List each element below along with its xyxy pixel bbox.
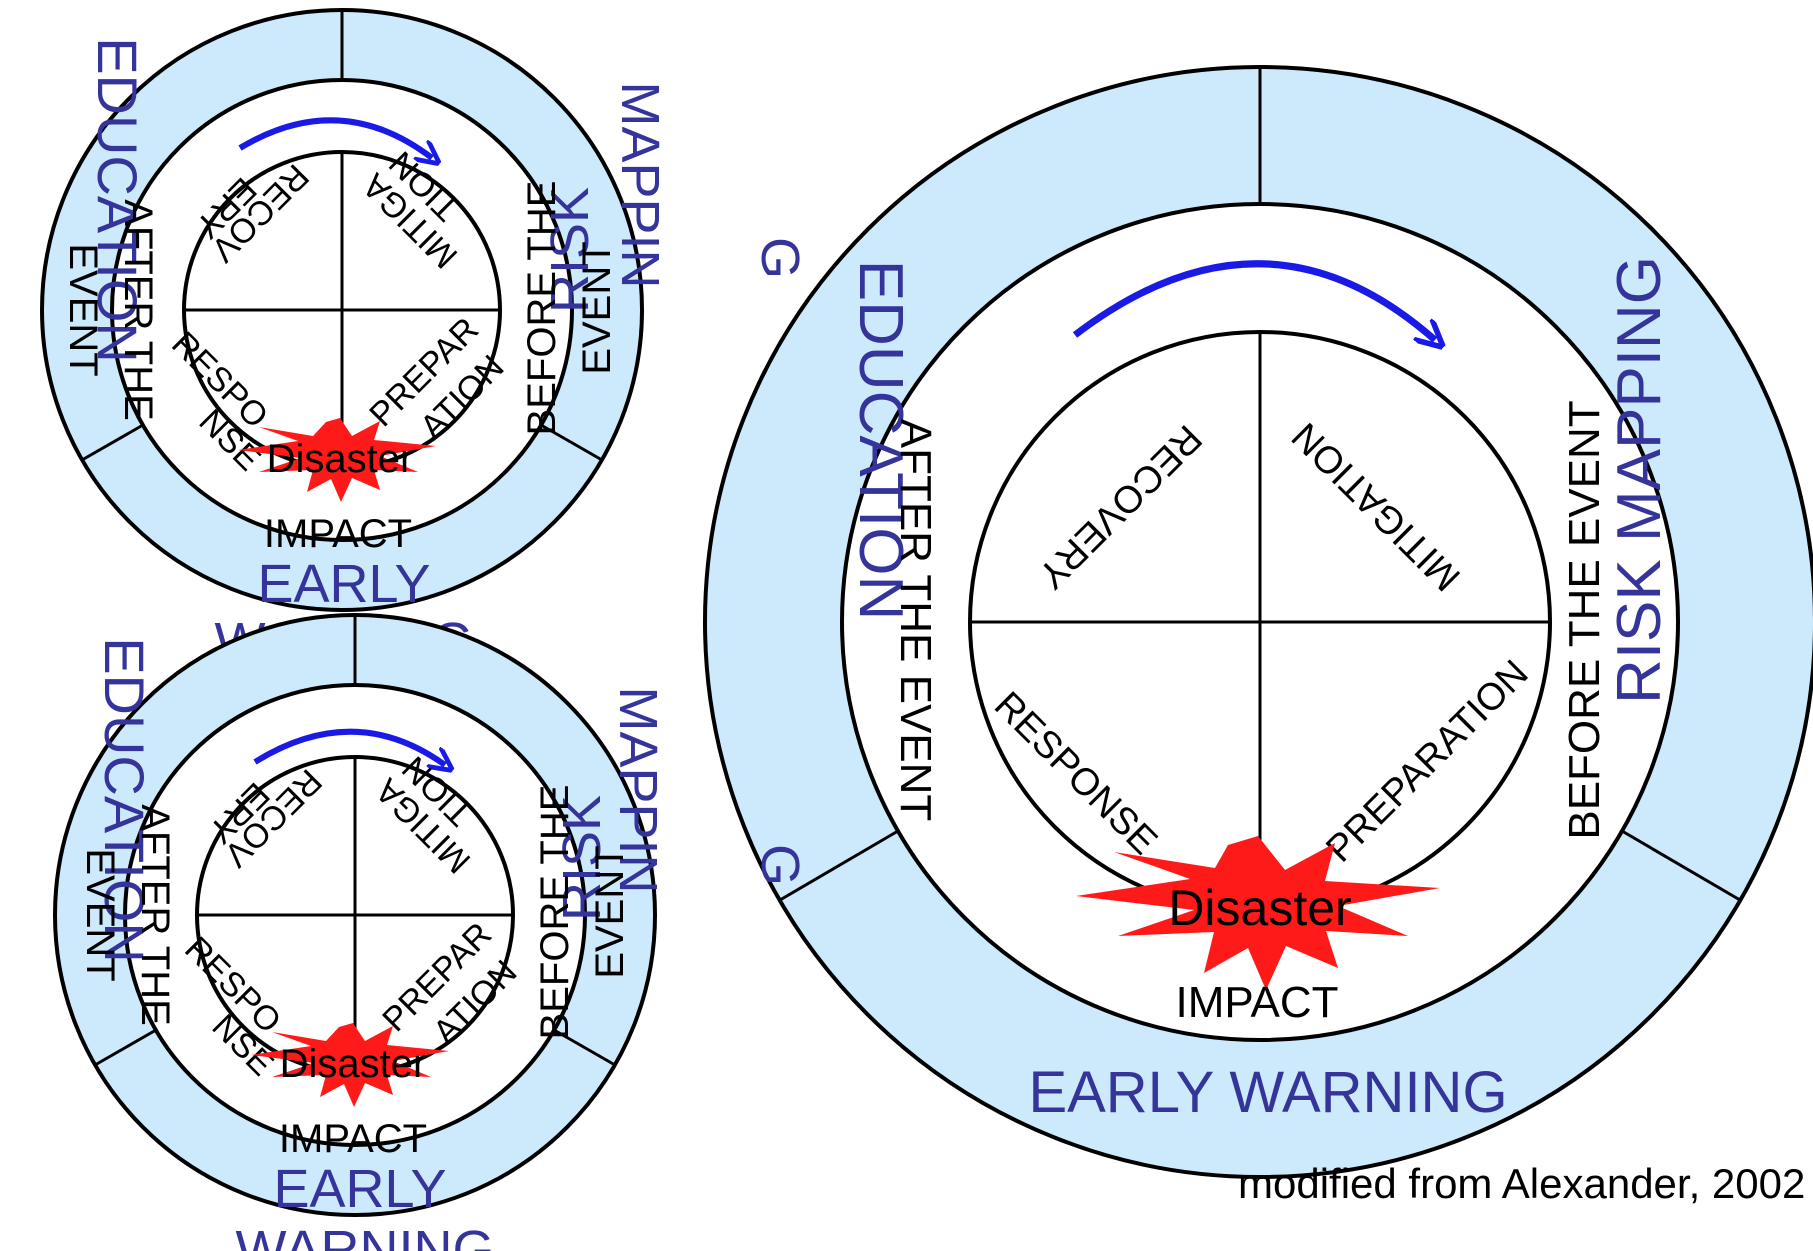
g-label: G <box>750 844 810 886</box>
small-cycle-diagram-top: EDUCATION RISK MAPPIN G AFTER THE EVENT … <box>42 10 810 672</box>
impact-label: IMPACT <box>1176 978 1339 1027</box>
mappin-label: MAPPIN <box>610 81 670 288</box>
risk-mapping-label: RISK MAPPING <box>1605 256 1674 704</box>
after-the-event-label: AFTER THE EVENT <box>891 419 940 822</box>
impact-label: IMPACT <box>279 1117 427 1161</box>
disaster-label: Disaster <box>1168 880 1351 936</box>
before-line1-label: BEFORE THE <box>520 181 564 436</box>
large-cycle-diagram: EDUCATION RISK MAPPING EARLY WARNING AFT… <box>705 67 1813 1177</box>
early-label: EARLY <box>273 1159 446 1219</box>
disaster-label: Disaster <box>267 437 414 481</box>
after-line2-label: EVENT <box>61 243 105 376</box>
after-line1-label: AFTER THE <box>133 804 177 1026</box>
before-the-event-label: BEFORE THE EVENT <box>1560 400 1609 839</box>
after-line2-label: EVENT <box>78 848 122 981</box>
early-warning-label: EARLY WARNING <box>1028 1060 1507 1125</box>
before-line2-label: EVENT <box>575 241 619 374</box>
warning-label: WARNING <box>236 1220 495 1251</box>
disaster-label: Disaster <box>280 1042 427 1086</box>
g-label: G <box>750 237 810 279</box>
after-line1-label: AFTER THE <box>116 199 160 421</box>
source-credit: modified from Alexander, 2002 <box>1238 1160 1805 1208</box>
before-line2-label: EVENT <box>588 845 632 978</box>
before-line1-label: BEFORE THE <box>533 785 577 1040</box>
small-cycle-diagram-bottom: EDUCATION RISK MAPPIN G AFTER THE EVENT … <box>55 615 810 1251</box>
early-label: EARLY <box>257 554 430 614</box>
impact-label: IMPACT <box>264 512 412 556</box>
